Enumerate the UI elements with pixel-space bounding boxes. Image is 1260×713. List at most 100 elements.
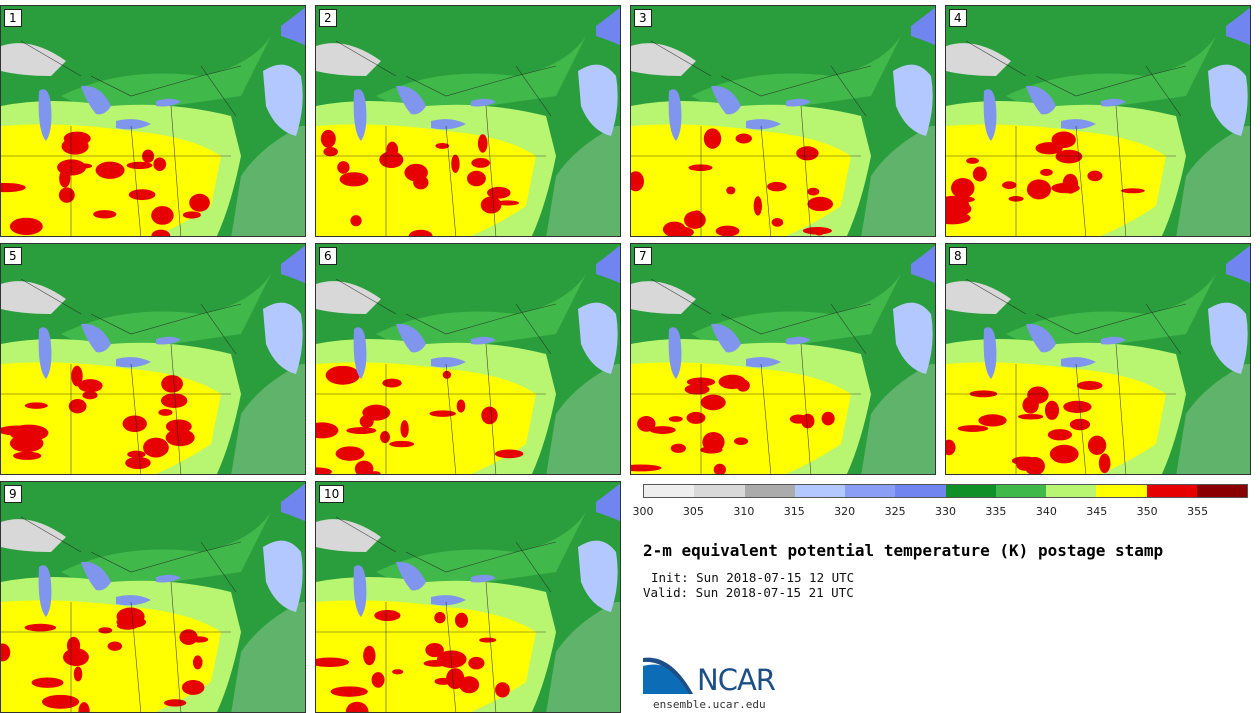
high-theta-e-patch (1035, 142, 1063, 155)
high-theta-e-patch (78, 702, 90, 712)
high-theta-e-patch (1076, 381, 1103, 391)
lake-huron (1026, 85, 1056, 115)
high-theta-e-patch (363, 645, 376, 666)
high-theta-e-patch (153, 157, 167, 171)
high-theta-e-patch (1051, 182, 1080, 194)
ensemble-member-panel: 4 (945, 5, 1251, 237)
cool-coast-patch (281, 245, 305, 284)
high-theta-e-patch (408, 229, 433, 236)
cool-ocean-patch (578, 302, 618, 374)
lake-huron (396, 561, 426, 591)
high-theta-e-patch (459, 676, 480, 694)
high-theta-e-patch (335, 446, 365, 461)
high-theta-e-patch (165, 429, 195, 447)
high-theta-e-patch (181, 680, 205, 695)
high-theta-e-patch (151, 206, 174, 225)
high-theta-e-patch (1069, 418, 1091, 431)
cool-coast-patch (281, 483, 305, 522)
high-theta-e-patch (359, 414, 374, 428)
colorbar-swatch (1046, 485, 1097, 497)
high-theta-e-patch (31, 677, 64, 688)
atlantic-ocean (1176, 126, 1250, 236)
high-theta-e-patch (946, 439, 956, 456)
high-theta-e-patch (24, 623, 57, 632)
high-theta-e-patch (713, 463, 726, 474)
atlantic-ocean (546, 364, 620, 474)
hot-region (316, 362, 536, 474)
high-theta-e-patch (435, 142, 450, 149)
canada-patch (691, 274, 901, 354)
lake-erie (1061, 357, 1096, 368)
cool-ocean-patch (263, 540, 303, 612)
high-theta-e-patch (487, 186, 511, 199)
colorbar-tick-label: 355 (1187, 505, 1209, 518)
high-theta-e-patch (807, 196, 834, 212)
ensemble-member-panel: 3 (630, 5, 936, 237)
atlantic-ocean (546, 126, 620, 236)
lake-michigan (668, 327, 682, 379)
member-number-label: 1 (4, 9, 22, 27)
high-theta-e-patch (1, 425, 39, 436)
lake-superior-ice (1, 281, 66, 314)
lake-superior-ice (316, 43, 381, 76)
cool-ocean-patch (1208, 302, 1248, 374)
colorbar-tick-label: 305 (682, 505, 704, 518)
ncar-logo-icon (643, 657, 693, 694)
high-theta-e-patch (337, 161, 350, 174)
lake-erie (116, 595, 151, 606)
high-theta-e-patch (82, 391, 98, 400)
colorbar-swatch (1096, 485, 1147, 497)
high-theta-e-patch (946, 211, 971, 225)
theta-e-map (1, 6, 305, 236)
high-theta-e-patch (434, 611, 446, 624)
high-theta-e-patch (189, 193, 210, 212)
high-theta-e-patch (688, 164, 713, 172)
boundary-lines (1, 278, 242, 474)
high-theta-e-patch (957, 425, 989, 432)
boundary-lines (316, 278, 557, 474)
member-number-label: 2 (319, 9, 337, 27)
lake-huron (81, 561, 111, 591)
cool-ocean-patch (1208, 64, 1248, 136)
high-theta-e-patch (1121, 188, 1145, 194)
cool-ocean-patch (263, 64, 303, 136)
high-theta-e-patch (495, 682, 510, 698)
chart-title: 2-m equivalent potential temperature (K)… (643, 541, 1164, 560)
boundary-lines (316, 516, 557, 712)
theta-e-map (316, 244, 620, 474)
high-theta-e-patch (726, 186, 736, 195)
ensemble-member-panel: 9 (0, 481, 306, 713)
high-theta-e-patch (684, 384, 710, 395)
high-theta-e-patch (1049, 444, 1079, 464)
high-theta-e-patch (380, 430, 391, 444)
lake-ontario (471, 336, 496, 345)
atlantic-ocean (231, 602, 305, 712)
high-theta-e-patch (1, 643, 11, 662)
lake-erie (746, 357, 781, 368)
cool-coast-patch (281, 7, 305, 46)
high-theta-e-patch (95, 161, 125, 179)
high-theta-e-patch (9, 434, 44, 453)
lake-erie (431, 595, 466, 606)
high-theta-e-patch (466, 170, 486, 187)
lake-huron (1026, 323, 1056, 353)
high-theta-e-patch (951, 177, 975, 199)
atlantic-ocean (861, 364, 935, 474)
colorbar-tick-label: 345 (1086, 505, 1108, 518)
high-theta-e-patch (107, 641, 123, 651)
member-number-label: 8 (949, 247, 967, 265)
high-theta-e-patch (1047, 429, 1073, 441)
member-number-label: 10 (319, 485, 345, 503)
high-theta-e-patch (1002, 181, 1017, 190)
init-time: Init: Sun 2018-07-15 12 UTC (651, 570, 855, 585)
cool-ocean-patch (578, 540, 618, 612)
high-theta-e-patch (316, 467, 332, 474)
boundary-lines (1, 40, 242, 236)
high-theta-e-patch (494, 449, 524, 459)
lake-huron (396, 323, 426, 353)
ensemble-member-panel: 6 (315, 243, 621, 475)
cool-coast-patch (1226, 245, 1250, 284)
cool-coast-patch (596, 245, 620, 284)
high-theta-e-patch (1, 182, 26, 193)
lake-ontario (156, 574, 181, 583)
